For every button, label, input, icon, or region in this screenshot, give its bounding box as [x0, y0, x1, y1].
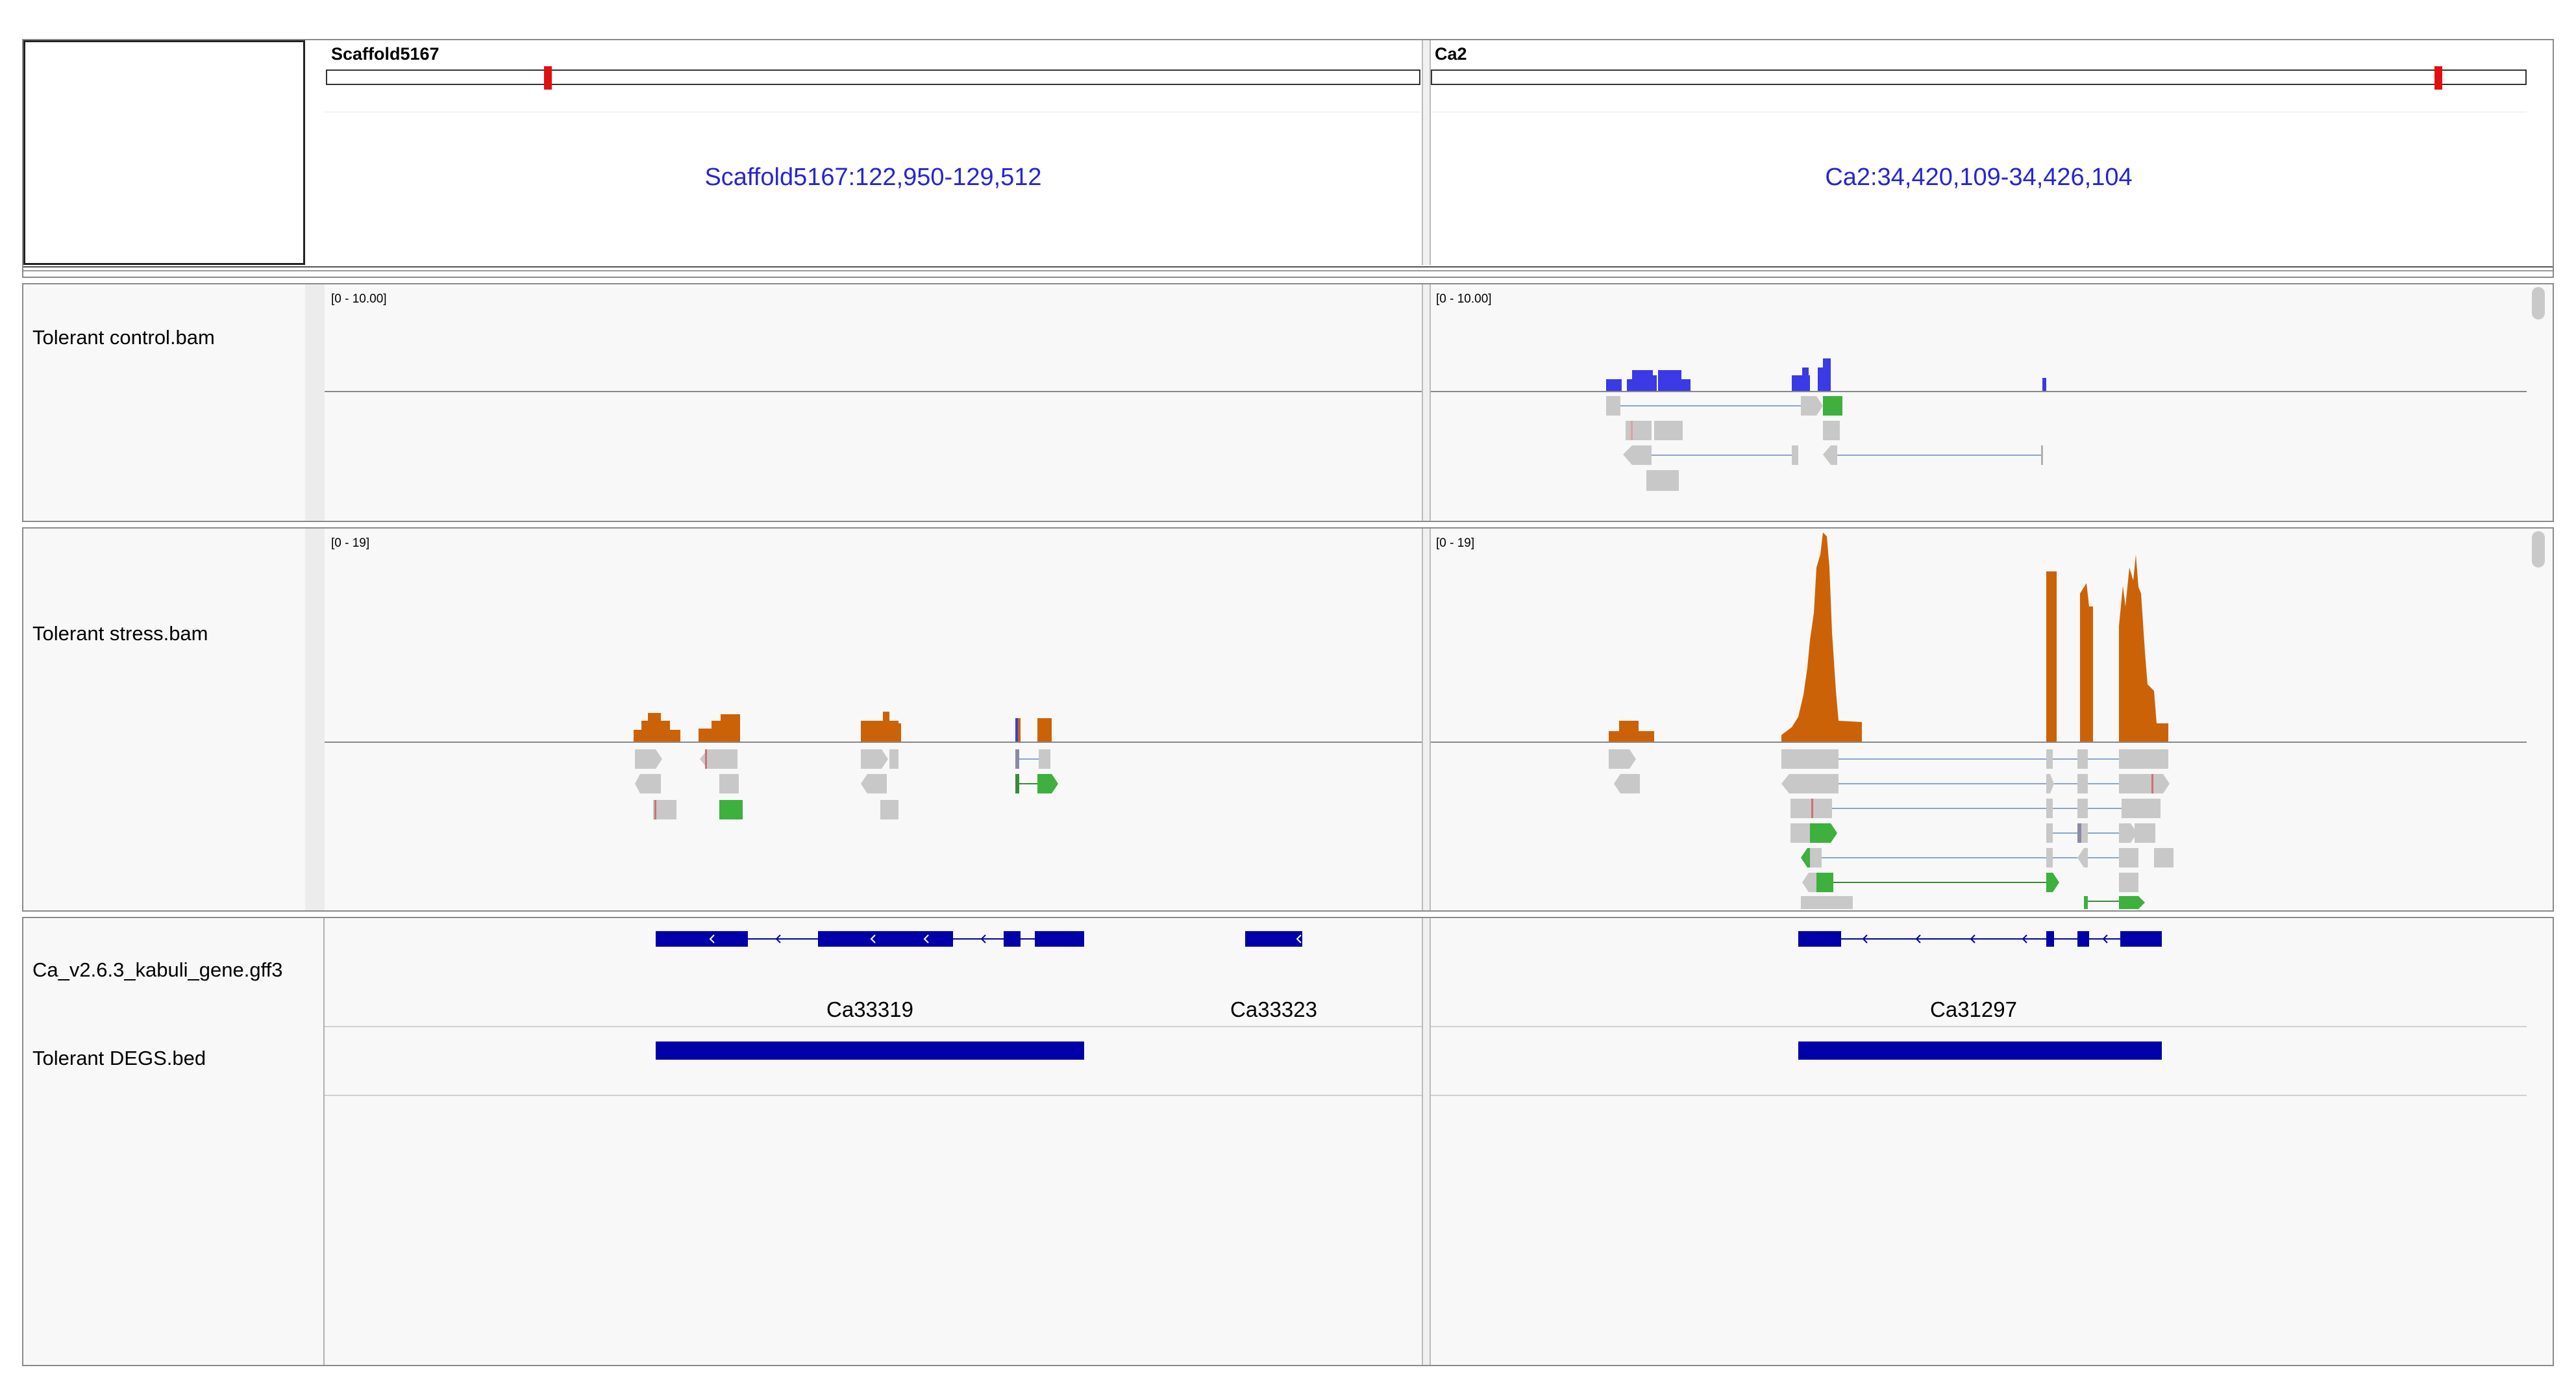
- frame-separator: [1422, 529, 1431, 910]
- coverage-baseline: [325, 391, 1422, 392]
- read-alignments: [635, 749, 1058, 819]
- data-range: [0 - 19]: [331, 536, 370, 550]
- control-coverage-and-reads: [1606, 358, 2046, 491]
- frame-header-left[interactable]: Scaffold5167 Scaffold5167:122,950-129,51…: [325, 40, 1422, 266]
- locus-label[interactable]: Ca2:34,420,109-34,426,104: [1825, 164, 2133, 191]
- ideogram-current-region-marker: [2434, 66, 2442, 90]
- gene-features: [1798, 931, 2162, 1060]
- data-range: [0 - 10.00]: [331, 292, 387, 306]
- gene-label[interactable]: Ca31297: [1930, 997, 2017, 1021]
- name-column-strip: [323, 918, 325, 1365]
- track-divider: [1431, 1095, 2527, 1096]
- track-scrollbar[interactable]: [2532, 287, 2545, 319]
- coverage-histogram: [634, 712, 1052, 742]
- gene-Ca31297: [1798, 931, 2162, 947]
- stress-coverage-and-reads: [634, 712, 1058, 819]
- header-divider: [23, 266, 2553, 271]
- coverage-baseline: [1431, 391, 2527, 392]
- track-divider: [1431, 1026, 2527, 1027]
- feature-frame-left[interactable]: Ca33319 Ca33323: [325, 918, 1422, 1365]
- coverage-histogram: [1606, 358, 2046, 391]
- ideogram-current-region-marker: [544, 66, 552, 90]
- track-divider: [325, 1095, 1422, 1096]
- track-scrollbar[interactable]: [2532, 531, 2545, 568]
- frame-separator: [1422, 918, 1431, 1365]
- name-panel-box: [23, 40, 305, 265]
- ruler-band: [1431, 112, 2527, 266]
- data-range: [0 - 10.00]: [1436, 292, 1492, 306]
- gene-Ca33323: [1245, 931, 1302, 947]
- locus-label[interactable]: Scaffold5167:122,950-129,512: [704, 164, 1042, 191]
- track-name-stress-bam[interactable]: Tolerant stress.bam: [32, 622, 208, 645]
- chromosome-name: Ca2: [1435, 44, 1467, 64]
- read-alignments: [1606, 396, 2043, 491]
- track-name-gff[interactable]: Ca_v2.6.3_kabuli_gene.gff3: [32, 958, 283, 981]
- name-column-strip: [305, 284, 325, 521]
- frame-header-right[interactable]: Ca2 Ca2:34,420,109-34,426,104: [1431, 40, 2527, 266]
- coverage-baseline: [325, 742, 1422, 743]
- track-divider: [325, 1026, 1422, 1027]
- stress-frame-left[interactable]: [0 - 19]: [325, 529, 1422, 910]
- control-frame-right[interactable]: [0 - 10.00]: [1431, 284, 2527, 521]
- track-name-bed[interactable]: Tolerant DEGS.bed: [32, 1047, 206, 1069]
- read-alignments: [1609, 749, 2174, 909]
- stress-frame-right[interactable]: [0 - 19]: [1431, 529, 2527, 910]
- degs-bed-feature: [656, 1042, 1084, 1060]
- gene-Ca33319: [656, 931, 1084, 947]
- ideogram[interactable]: [326, 69, 1420, 85]
- degs-bed-feature: [1798, 1042, 2162, 1060]
- control-frame-left[interactable]: [0 - 10.00]: [325, 284, 1422, 521]
- gene-features: [656, 931, 1302, 1060]
- frame-separator: [1422, 284, 1431, 521]
- coverage-histogram: [1609, 532, 2168, 742]
- coverage-baseline: [1431, 742, 2527, 743]
- stress-coverage-and-reads: [1609, 532, 2174, 909]
- ideogram[interactable]: [1431, 69, 2527, 85]
- gene-label[interactable]: Ca33323: [1230, 997, 1317, 1021]
- data-range: [0 - 19]: [1436, 536, 1475, 550]
- feature-frame-right[interactable]: Ca31297: [1431, 918, 2527, 1365]
- name-column-strip: [305, 529, 325, 910]
- track-name-control-bam[interactable]: Tolerant control.bam: [32, 326, 215, 349]
- frame-separator: [1422, 40, 1431, 265]
- gene-label[interactable]: Ca33319: [826, 997, 913, 1021]
- chromosome-name: Scaffold5167: [331, 44, 440, 64]
- ruler-band: [325, 112, 1422, 266]
